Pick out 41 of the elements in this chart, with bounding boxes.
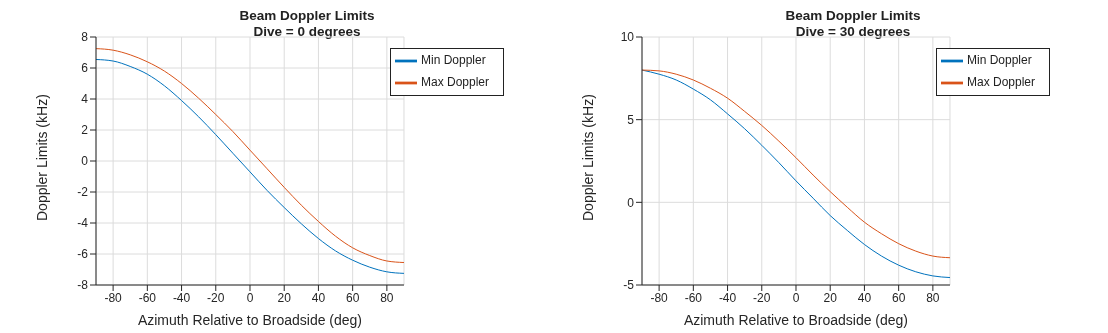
y-tick-label: 6 <box>81 61 89 76</box>
y-tick-label: 8 <box>81 30 89 45</box>
x-tick-label: -80 <box>104 290 123 305</box>
y-axis-title: Doppler Limits (kHz) <box>579 94 596 221</box>
x-axis-title: Azimuth Relative to Broadside (deg) <box>683 312 909 328</box>
y-tick-label: -6 <box>77 247 89 262</box>
y-tick-label: 2 <box>81 123 89 138</box>
x-axis-title: Azimuth Relative to Broadside (deg) <box>137 312 363 328</box>
legend-label: Max Doppler <box>967 75 1036 90</box>
x-tick-label: 20 <box>277 290 292 305</box>
y-tick-label: 10 <box>620 30 635 45</box>
legend-label: Max Doppler <box>421 75 490 90</box>
x-tick-label: -40 <box>718 290 737 305</box>
x-tick-label: 80 <box>380 290 394 305</box>
chart-title: Beam Doppler Limits Dive = 0 degrees <box>238 8 376 40</box>
x-tick-label: -80 <box>650 290 669 305</box>
y-tick-label: 5 <box>627 112 635 127</box>
y-tick-label: 0 <box>627 195 635 210</box>
x-tick-label: 40 <box>857 290 872 305</box>
y-tick-label: -8 <box>77 278 89 293</box>
legend-label: Min Doppler <box>421 53 486 68</box>
x-tick-label: 0 <box>792 290 800 305</box>
x-tick-label: 60 <box>345 290 360 305</box>
y-tick-label: -2 <box>77 185 89 200</box>
x-tick-label: -60 <box>138 290 157 305</box>
x-tick-label: 0 <box>246 290 254 305</box>
x-tick-label: 40 <box>311 290 326 305</box>
y-tick-label: -4 <box>77 216 89 231</box>
x-tick-label: -20 <box>753 290 771 305</box>
chart-title: Beam Doppler Limits Dive = 30 degrees <box>784 8 922 40</box>
y-tick-label: 0 <box>81 154 89 169</box>
y-tick-label: -5 <box>623 278 635 293</box>
y-axis-title: Doppler Limits (kHz) <box>33 94 50 221</box>
legend-label: Min Doppler <box>967 53 1032 68</box>
y-tick-label: 4 <box>81 92 89 107</box>
x-tick-label: -40 <box>172 290 191 305</box>
x-tick-label: -60 <box>684 290 703 305</box>
x-tick-label: 80 <box>926 290 940 305</box>
x-tick-label: -20 <box>207 290 225 305</box>
x-tick-label: 60 <box>891 290 906 305</box>
x-tick-label: 20 <box>823 290 838 305</box>
